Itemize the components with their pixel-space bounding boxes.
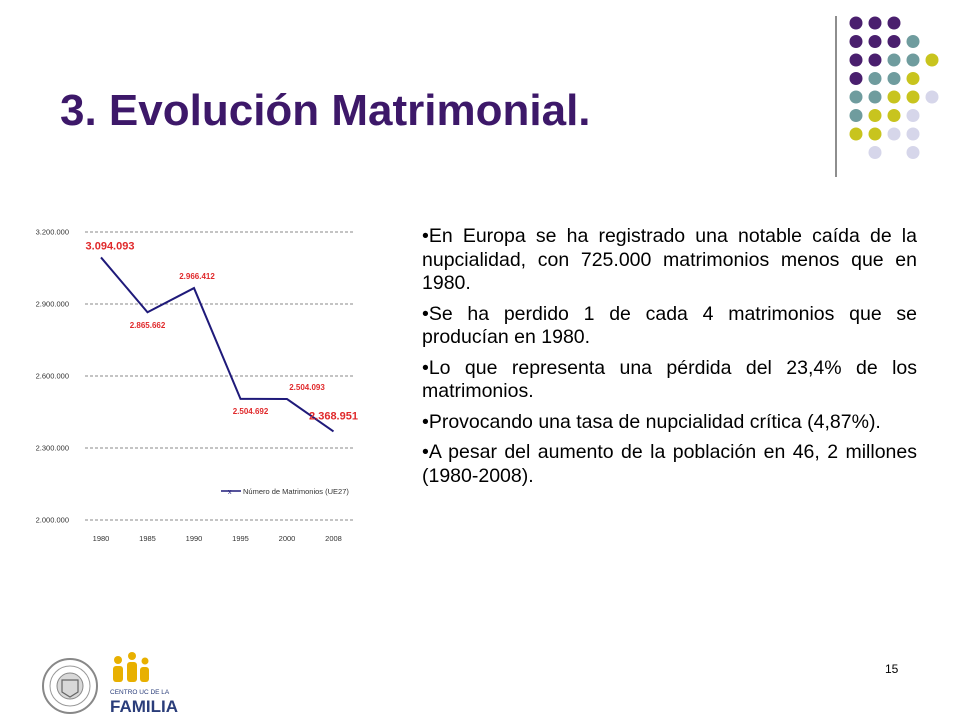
- marriage-chart: 3.200.000 2.900.000 2.600.000 2.300.000 2.00…: [36, 228, 358, 544]
- data-label: 2.966.412: [179, 272, 215, 281]
- family-figure-icon: [128, 652, 136, 660]
- decorative-dot: [887, 72, 901, 85]
- decorative-dot: [887, 127, 901, 141]
- decorative-dot-grid: [835, 16, 939, 177]
- decorative-dot: [849, 72, 863, 85]
- family-figure-icon: [114, 656, 122, 664]
- bullet-item: •En Europa se ha registrado una notable …: [422, 225, 917, 294]
- legend-label: Número de Matrimonios (UE27): [243, 487, 349, 496]
- decorative-dot: [849, 109, 863, 122]
- decorative-dot: [849, 90, 863, 104]
- x-tick-label: 1980: [93, 534, 110, 543]
- x-tick-label: 1985: [139, 534, 156, 543]
- family-figure-icon: [141, 657, 149, 665]
- y-tick-label: 2.600.000: [36, 372, 69, 381]
- decorative-dot: [868, 16, 882, 30]
- logos: CENTRO UC DE LA FAMILIA: [42, 652, 178, 716]
- decorative-dot: [868, 127, 882, 141]
- decorative-dot: [868, 146, 882, 159]
- decorative-dot: [906, 127, 920, 141]
- bullet-item: •Provocando una tasa de nupcialidad crít…: [422, 410, 881, 433]
- family-logo: CENTRO UC DE LA FAMILIA: [110, 652, 178, 716]
- legend: x Número de Matrimonios (UE27): [221, 487, 349, 496]
- family-figure-icon: [127, 662, 137, 682]
- bullet-list: •En Europa se ha registrado una notable …: [422, 225, 917, 495]
- y-tick-label: 3.200.000: [36, 228, 69, 237]
- decorative-dot: [868, 35, 882, 48]
- decorative-dot: [849, 127, 863, 141]
- university-seal-icon: [42, 658, 98, 714]
- family-figure-icon: [140, 667, 149, 682]
- decorative-dot: [925, 90, 939, 104]
- bullet-item: •Lo que representa una pérdida del 23,4%…: [422, 356, 917, 403]
- slide-title: 3. Evolución Matrimonial.: [60, 86, 591, 135]
- y-tick-label: 2.900.000: [36, 300, 69, 309]
- decorative-dot: [906, 72, 920, 85]
- decorative-dot: [868, 53, 882, 67]
- logo-text-line1: CENTRO UC DE LA: [110, 689, 170, 696]
- decorative-dot: [887, 35, 901, 48]
- decorative-dot: [906, 53, 920, 67]
- decorative-dot: [849, 35, 863, 48]
- bullet-item: •Se ha perdido 1 de cada 4 matrimonios q…: [422, 302, 917, 349]
- x-tick-label: 2000: [279, 534, 296, 543]
- logo-text-line2: FAMILIA: [110, 697, 178, 716]
- decorative-dot: [906, 90, 920, 104]
- decorative-dot: [906, 146, 920, 159]
- decorative-dot: [906, 109, 920, 122]
- decorative-dot: [868, 109, 882, 122]
- data-label: 3.094.093: [86, 240, 135, 252]
- data-label: 2.368.951: [309, 410, 358, 422]
- y-tick-label: 2.000.000: [36, 516, 69, 525]
- decorative-dot: [868, 90, 882, 104]
- decorative-dot: [849, 53, 863, 67]
- decorative-dot: [849, 16, 863, 30]
- data-label: 2.865.662: [130, 321, 166, 330]
- x-tick-label: 1995: [232, 534, 249, 543]
- data-label: 2.504.692: [233, 407, 269, 416]
- family-figure-icon: [113, 666, 123, 682]
- decorative-dot: [868, 72, 882, 85]
- series-line: [100, 256, 335, 433]
- legend-marker: x: [228, 489, 232, 496]
- decorative-dot: [887, 90, 901, 104]
- page-number: 15: [885, 662, 899, 676]
- x-tick-label: 2008: [325, 534, 342, 543]
- bullet-item: •A pesar del aumento de la población en …: [422, 441, 917, 487]
- decorative-dot: [906, 35, 920, 48]
- x-tick-label: 1990: [186, 534, 203, 543]
- decorative-dot: [887, 53, 901, 67]
- data-label: 2.504.093: [289, 383, 325, 392]
- y-tick-label: 2.300.000: [36, 444, 69, 453]
- decorative-dot: [887, 16, 901, 30]
- decorative-dot: [887, 109, 901, 122]
- decorative-dot: [925, 53, 939, 67]
